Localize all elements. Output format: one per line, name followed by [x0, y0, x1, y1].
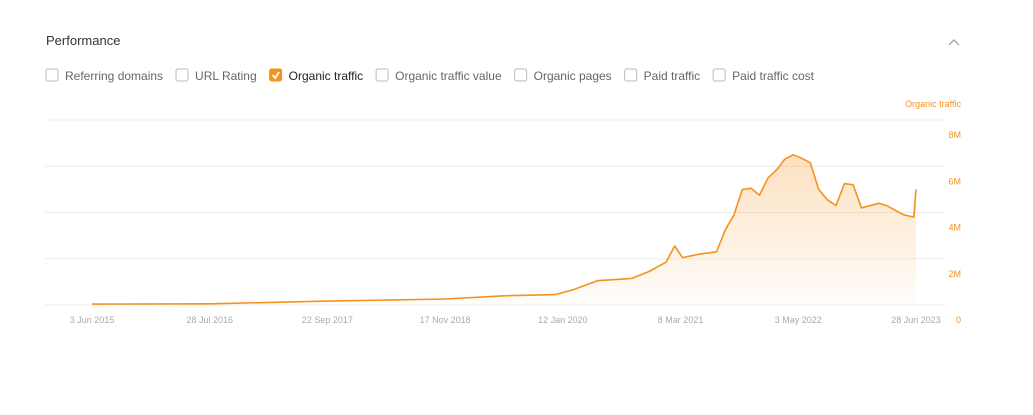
x-tick-label: 12 Jan 2020 — [538, 315, 588, 325]
y-tick-label: 6M — [948, 176, 961, 186]
checkbox[interactable] — [624, 68, 638, 82]
checkmark — [271, 71, 280, 80]
toggle-label[interactable]: Paid traffic — [644, 69, 700, 83]
x-tick-label: 3 May 2022 — [775, 315, 822, 325]
x-tick-label: 28 Jun 2023 — [891, 315, 941, 325]
toggle-label[interactable]: Organic traffic value — [395, 69, 502, 83]
checkbox[interactable] — [175, 68, 189, 82]
checkbox[interactable] — [375, 68, 389, 82]
y-tick-label: 2M — [948, 269, 961, 279]
y-tick-label: 8M — [948, 130, 961, 140]
toggle-label[interactable]: Paid traffic cost — [732, 69, 814, 83]
y-tick-label: 4M — [948, 223, 961, 233]
x-tick-label: 8 Mar 2021 — [658, 315, 704, 325]
checkbox[interactable] — [269, 68, 283, 82]
x-tick-label: 3 Jun 2015 — [70, 315, 115, 325]
y-tick-label: 0 — [956, 315, 961, 325]
toggle-label[interactable]: Organic traffic — [289, 69, 363, 83]
legend-label: Organic traffic — [905, 99, 961, 109]
x-tick-label: 22 Sep 2017 — [302, 315, 353, 325]
toggle-label[interactable]: Referring domains — [65, 69, 163, 83]
toggle-label[interactable]: Organic pages — [534, 69, 612, 83]
collapse-chevron[interactable] — [948, 39, 960, 46]
area-fill — [92, 154, 916, 305]
traffic-line — [91, 153, 917, 305]
toggle-label[interactable]: URL Rating — [195, 69, 257, 83]
panel-title: Performance — [46, 33, 120, 48]
checkbox[interactable] — [45, 68, 59, 82]
x-tick-label: 28 Jul 2016 — [186, 315, 233, 325]
checkbox[interactable] — [514, 68, 528, 82]
x-tick-label: 17 Nov 2018 — [420, 315, 471, 325]
checkbox[interactable] — [712, 68, 726, 82]
